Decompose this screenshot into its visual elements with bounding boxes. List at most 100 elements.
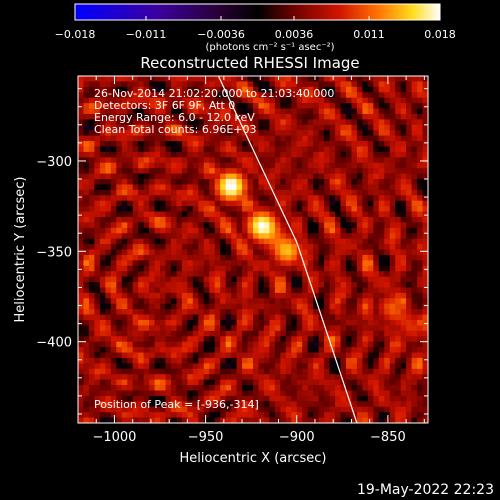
heatmap-cell [378, 352, 385, 359]
heatmap-cell [378, 222, 385, 229]
heatmap-cell [88, 92, 95, 98]
heatmap-cell [345, 341, 352, 348]
heatmap-cell [83, 184, 90, 191]
heatmap-cell [121, 206, 128, 212]
heatmap-cell [285, 254, 292, 261]
heatmap-cell [340, 157, 347, 164]
heatmap-cell [345, 330, 352, 337]
heatmap-cell [263, 189, 270, 196]
heatmap-cell [406, 113, 412, 120]
heatmap-cell [181, 206, 188, 212]
heatmap-cell [351, 330, 358, 337]
heatmap-cell [411, 244, 418, 250]
heatmap-cell [116, 168, 123, 174]
heatmap-cell [94, 363, 101, 370]
heatmap-cell [209, 309, 216, 315]
heatmap-cell [247, 189, 254, 196]
heatmap-cell [302, 292, 308, 299]
heatmap-cell [154, 135, 161, 142]
heatmap-cell [395, 179, 401, 185]
heatmap-cell [176, 412, 183, 418]
heatmap-cell [395, 97, 401, 104]
heatmap-cell [187, 254, 194, 261]
heatmap-cell [351, 352, 358, 359]
heatmap-cell [127, 195, 133, 201]
heatmap-cell [121, 298, 128, 305]
heatmap-cell [94, 336, 101, 342]
heatmap-cell [417, 282, 423, 288]
heatmap-cell [422, 249, 428, 256]
heatmap-cell [83, 330, 90, 337]
heatmap-cell [335, 168, 341, 174]
heatmap-cell [280, 97, 287, 104]
heatmap-cell [367, 173, 374, 180]
heatmap-cell [351, 325, 358, 332]
heatmap-cell [389, 395, 396, 402]
heatmap-cell [165, 379, 172, 386]
heatmap-cell [192, 406, 199, 413]
heatmap-cell [411, 130, 418, 136]
heatmap-cell [127, 282, 133, 288]
heatmap-cell [362, 162, 369, 169]
heatmap-cell [220, 227, 226, 234]
heatmap-cell [296, 374, 303, 380]
heatmap-cell [209, 385, 216, 391]
heatmap-cell [83, 135, 90, 142]
heatmap-cell [88, 276, 95, 283]
heatmap-cell [291, 368, 298, 375]
heatmap-cell [307, 412, 314, 418]
heatmap-cell [181, 309, 188, 315]
heatmap-cell [138, 265, 144, 272]
heatmap-cell [110, 227, 117, 234]
heatmap-cell [378, 189, 385, 196]
heatmap-cell [313, 287, 319, 294]
heatmap-cell [318, 92, 325, 98]
heatmap-cell [296, 162, 303, 169]
heatmap-cell [176, 151, 183, 158]
heatmap-cell [324, 184, 330, 191]
heatmap-cell [143, 222, 150, 229]
heatmap-cell [280, 200, 287, 207]
heatmap-cell [236, 113, 243, 120]
heatmap-cell [99, 195, 106, 201]
heatmap-cell [373, 162, 380, 169]
heatmap-cell [94, 368, 101, 375]
heatmap-cell [121, 222, 128, 229]
heatmap-cell [345, 363, 352, 370]
heatmap-cell [340, 151, 347, 158]
heatmap-cell [220, 113, 226, 120]
heatmap-cell [220, 385, 226, 391]
heatmap-cell [203, 233, 210, 239]
heatmap-cell [247, 119, 254, 126]
heatmap-cell [170, 319, 177, 326]
heatmap-cell [417, 260, 423, 267]
heatmap-cell [367, 179, 374, 185]
heatmap-cell [258, 417, 265, 423]
heatmap-cell [280, 406, 287, 413]
heatmap-cell [307, 254, 314, 261]
heatmap-cell [198, 260, 205, 267]
heatmap-cell [247, 81, 254, 88]
heatmap-cell [225, 184, 232, 191]
heatmap-cell [340, 292, 347, 299]
heatmap-cell [242, 108, 248, 115]
heatmap-cell [138, 385, 144, 391]
heatmap-cell [225, 157, 232, 164]
heatmap-cell [280, 76, 287, 82]
heatmap-cell [170, 233, 177, 239]
heatmap-cell [373, 374, 380, 380]
heatmap-cell [225, 233, 232, 239]
heatmap-cell [132, 119, 139, 126]
heatmap-cell [258, 406, 265, 413]
heatmap-cell [110, 216, 117, 223]
heatmap-cell [176, 385, 183, 391]
heatmap-cell [324, 395, 330, 402]
heatmap-cell [138, 206, 144, 212]
heatmap-cell [149, 211, 155, 218]
heatmap-cell [132, 146, 139, 153]
heatmap-cell [324, 341, 330, 348]
heatmap-cell [356, 287, 363, 294]
heatmap-cell [356, 97, 363, 104]
heatmap-cell [313, 103, 319, 109]
heatmap-cell [236, 108, 243, 115]
